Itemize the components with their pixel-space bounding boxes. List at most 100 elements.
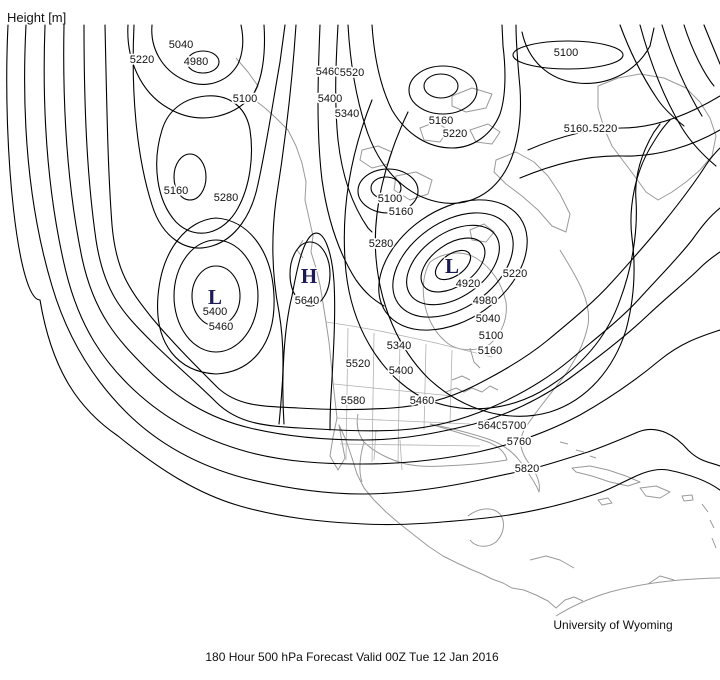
units-label: Height [m] [7, 10, 67, 25]
contour-label: 5400 [389, 365, 413, 377]
contour-closed-low-hudson [378, 199, 528, 331]
contour-label: 5340 [335, 108, 359, 120]
contour-line [151, 24, 244, 85]
contour-label: 5520 [346, 358, 370, 370]
gulf-coast [356, 413, 508, 483]
contour-line [272, 24, 297, 425]
victoria-island [393, 171, 433, 201]
east-coast [429, 249, 590, 493]
contour-line [519, 129, 720, 179]
contour-label: 5100 [233, 93, 257, 105]
coastlines [235, 57, 720, 617]
contour-label: 5220 [130, 54, 154, 66]
contour-label: 5220 [443, 128, 467, 140]
lesser-antilles [701, 503, 717, 549]
contour-label: 5400 [318, 93, 342, 105]
contour-label: 4980 [473, 295, 497, 307]
contour-line [24, 24, 720, 495]
contour-line [317, 24, 385, 307]
contour-line [156, 95, 252, 234]
contour-label: 5100 [479, 330, 503, 342]
honduras-bump [529, 555, 575, 569]
contour-label: 4920 [456, 278, 480, 290]
contour-line [6, 24, 720, 526]
contour-closed-low-hudson [392, 212, 514, 318]
contour-closed-low-victoria [370, 176, 402, 200]
contour-line [335, 24, 373, 233]
hudson-bay [422, 252, 507, 369]
contour-line [527, 95, 720, 151]
hudson-low-rings [378, 199, 528, 331]
contour-closed-low-hudson [406, 224, 500, 306]
south-america-coast [555, 575, 720, 617]
contour-closed-low-polar [512, 40, 624, 70]
contour-label: 5640 [295, 295, 319, 307]
contour-label: 5040 [476, 313, 500, 325]
low-center-marker: L [445, 254, 459, 278]
us-canada-border [325, 321, 493, 358]
contour-closed-low-victoria [357, 168, 419, 214]
contour-closed-low-nw [186, 50, 220, 74]
contour-label: 5280 [214, 192, 238, 204]
contour-label: 5820 [515, 463, 539, 475]
contour-label: 5220 [593, 123, 617, 135]
arctic-island-small [419, 121, 449, 143]
puerto-rico [681, 494, 694, 502]
contour-label: 5640 [478, 420, 502, 432]
contour-label: 5160 [164, 185, 188, 197]
state-lines-vertical [345, 327, 453, 465]
forecast-caption: 180 Hour 500 hPa Forecast Valid 00Z Tue … [205, 650, 499, 664]
hispaniola [639, 485, 671, 499]
contour-label: 5400 [203, 306, 227, 318]
great-lakes [445, 375, 499, 393]
contour-label: 5460 [410, 395, 434, 407]
contour-label: 5100 [554, 47, 578, 59]
contour-label: 5220 [503, 268, 527, 280]
contour-label: 5760 [507, 436, 531, 448]
contour-label: 5520 [340, 67, 364, 79]
contour-line [521, 27, 655, 84]
contour-line [132, 24, 286, 249]
contour-label: 5580 [341, 395, 365, 407]
pressure-centers: H L L [206, 253, 460, 311]
devon-island [469, 123, 501, 145]
contour-line [703, 24, 720, 65]
contour-label: 5340 [387, 340, 411, 352]
bahamas [559, 441, 597, 459]
contour-label: 5040 [169, 39, 193, 51]
contour-closed-low-hudson [434, 249, 472, 281]
baffin-island [493, 151, 571, 233]
contour-label: 4980 [184, 56, 208, 68]
contour-lines [6, 24, 720, 526]
contour-label: 5160 [478, 345, 502, 357]
contour-closed-high [289, 241, 331, 307]
contour-closed-low-offshore [173, 239, 259, 353]
contour-label: 5280 [369, 238, 393, 250]
contour-line [127, 24, 265, 119]
high-center-marker: H [301, 264, 317, 288]
contour-line [371, 24, 506, 149]
contour-label: 5460 [209, 321, 233, 333]
contour-label: 5160 [564, 123, 588, 135]
contour-line [63, 24, 720, 441]
contour-line [282, 232, 336, 431]
contour-line [43, 24, 720, 465]
state-lines-horizontal [333, 383, 481, 471]
contour-label: 5700 [502, 420, 526, 432]
contour-label: 5100 [378, 193, 402, 205]
greenland-coast [597, 73, 717, 201]
contour-line [661, 24, 703, 117]
contour-closed-low-midleft [173, 153, 207, 201]
cuba [571, 465, 641, 487]
jamaica [597, 497, 613, 506]
contour-label: 5160 [389, 206, 413, 218]
state-borders [325, 321, 493, 471]
contour-label: 5160 [429, 115, 453, 127]
contour-line [104, 24, 720, 411]
contour-closed-low-hudson [420, 237, 486, 293]
contour-line [343, 99, 661, 410]
yucatan [467, 508, 504, 547]
